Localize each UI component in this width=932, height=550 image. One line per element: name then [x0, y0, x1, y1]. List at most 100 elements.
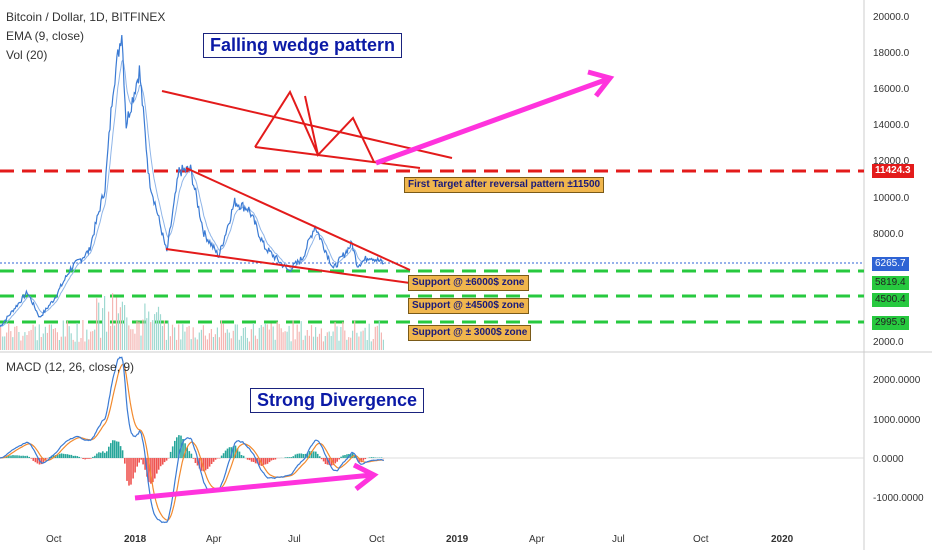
macd-hist-bar	[104, 452, 106, 458]
macd-hist-bar	[58, 454, 61, 458]
macd-hist-bar	[28, 456, 30, 458]
volume-bar	[334, 321, 336, 350]
volume-bar	[2, 336, 4, 350]
divergence-arrowhead	[352, 462, 379, 491]
volume-bar	[54, 328, 56, 350]
macd-hist-bar	[150, 458, 152, 484]
macd-hist-bar	[176, 437, 178, 458]
chart-title: Bitcoin / Dollar, 1D, BITFINEX	[6, 10, 166, 24]
volume-bar	[208, 333, 210, 350]
volume-bar	[294, 339, 296, 350]
macd-hist-bar	[163, 458, 166, 463]
volume-bar	[308, 335, 310, 350]
volume-bar	[186, 327, 188, 350]
volume-bar	[214, 334, 216, 350]
volume-bar	[62, 320, 64, 350]
price-tag-current: 6265.7	[872, 257, 909, 271]
macd-hist-bar	[212, 458, 215, 462]
volume-bar	[4, 336, 6, 350]
macd-hist-bar	[90, 458, 92, 459]
macd-hist-bar	[136, 458, 138, 467]
macd-hist-bar	[362, 458, 365, 461]
volume-bar	[240, 335, 242, 350]
volume-bar	[318, 333, 321, 350]
volume-bar	[146, 318, 148, 350]
macd-hist-bar	[12, 455, 14, 458]
support-label: Support @ ±6000$ zone	[408, 275, 529, 291]
macd-hist-bar	[30, 458, 33, 459]
macd-hist-bar	[216, 458, 219, 459]
volume-bars	[0, 293, 384, 350]
macd-hist-bar	[100, 452, 102, 458]
macd-hist-bar	[236, 448, 239, 458]
volume-bar	[260, 325, 262, 350]
volume-bar	[268, 329, 270, 350]
macd-hist-bar	[102, 451, 104, 458]
volume-bar	[171, 324, 174, 350]
volume-bar	[216, 327, 218, 350]
time-tick: Apr	[529, 534, 545, 545]
macd-hist-bar	[46, 458, 49, 459]
volume-bar	[80, 338, 82, 350]
price-tick: 18000.0	[873, 48, 910, 59]
volume-bar	[380, 332, 382, 350]
macd-hist-bar	[272, 458, 275, 460]
volume-bar	[182, 324, 184, 350]
volume-bar	[374, 326, 376, 350]
volume-bar	[178, 324, 180, 350]
macd-hist-bar	[152, 458, 154, 483]
price-tick: 20000.0	[873, 12, 910, 23]
macd-hist-bar	[24, 455, 26, 458]
macd-hist-bar	[300, 453, 303, 458]
volume-bar	[72, 339, 74, 350]
volume-bar	[163, 320, 165, 350]
macd-hist-bar	[78, 456, 80, 458]
volume-bar	[228, 332, 230, 350]
macd-hist-bar	[130, 458, 132, 485]
volume-bar	[288, 325, 290, 350]
volume-bar	[8, 323, 10, 350]
volume-bar	[113, 325, 116, 350]
volume-bar	[316, 336, 319, 350]
volume-bar	[322, 341, 324, 350]
macd-hist-bar	[62, 453, 65, 458]
volume-bar	[24, 332, 26, 350]
macd-hist-bar	[306, 452, 309, 458]
price-tag-support: 2995.9	[872, 316, 909, 330]
volume-bar	[152, 320, 154, 350]
volume-bar	[276, 321, 278, 350]
volume-bar	[84, 341, 86, 350]
volume-bar	[96, 298, 98, 350]
time-tick: Oct	[369, 534, 385, 545]
breakout-arrow	[375, 76, 609, 166]
volume-bar	[282, 332, 284, 350]
macd-hist-bar	[119, 446, 122, 458]
volume-bar	[156, 312, 158, 350]
pattern-lower-line	[254, 146, 421, 169]
macd-hist-bar	[8, 455, 10, 458]
volume-bar	[266, 324, 268, 350]
price-tick: 14000.0	[873, 120, 910, 131]
macd-hist-bar	[222, 453, 225, 458]
volume-bar	[148, 311, 150, 350]
macd-hist-bar	[174, 440, 176, 458]
ema-legend: EMA (9, close)	[6, 29, 85, 43]
volume-bar	[28, 331, 30, 350]
volume-bar	[76, 322, 78, 350]
volume-legend: Vol (20)	[6, 48, 48, 62]
volume-bar	[364, 327, 366, 350]
macd-hist-bar	[316, 453, 319, 458]
volume-bar	[10, 331, 12, 350]
volume-bar	[232, 330, 234, 350]
support-label: Support @ ±4500$ zone	[408, 298, 529, 314]
volume-bar	[274, 339, 276, 350]
volume-bar	[20, 340, 22, 350]
volume-bar	[300, 321, 302, 350]
volume-bar	[130, 329, 132, 350]
macd-hist-bar	[292, 456, 295, 458]
volume-bar	[326, 332, 328, 350]
volume-bar	[328, 331, 330, 350]
volume-bar	[157, 306, 160, 350]
macd-hist-bar	[40, 458, 43, 465]
macd-hist-bar	[14, 455, 16, 458]
